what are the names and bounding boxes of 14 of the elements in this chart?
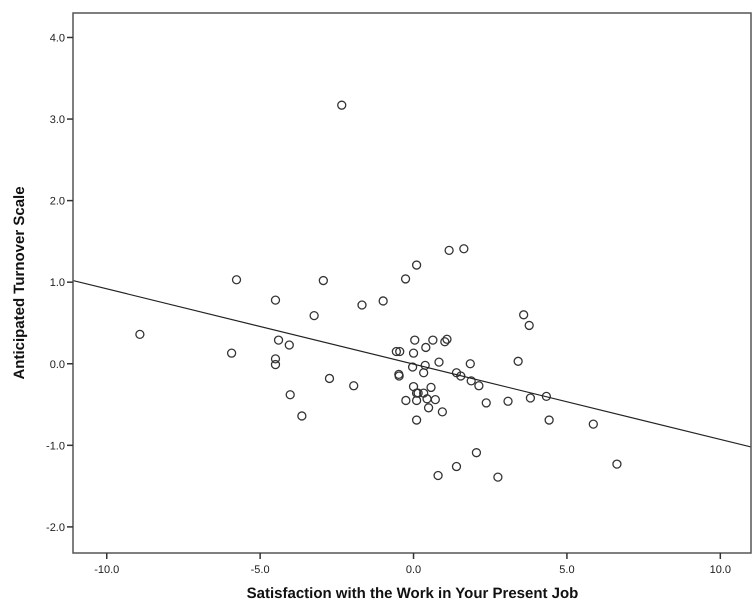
x-tick-label: 0.0	[406, 564, 422, 576]
y-axis-title: Anticipated Turnover Scale	[11, 186, 28, 380]
x-tick-label: 5.0	[559, 564, 575, 576]
y-tick-label: 4.0	[50, 32, 65, 44]
x-axis-title: Satisfaction with the Work in Your Present Job	[246, 585, 578, 602]
y-tick-label: 0.0	[50, 358, 65, 371]
x-tick-label: 10.0	[710, 564, 732, 576]
y-tick-label: 3.0	[50, 114, 65, 126]
x-tick-label: -10.0	[94, 564, 120, 576]
y-tick-label: 2.0	[50, 196, 65, 208]
y-tick-label: -1.0	[46, 440, 65, 452]
y-tick-label: 1.0	[50, 277, 65, 290]
x-tick-label: -5.0	[250, 564, 270, 576]
y-tick-label: -2.0	[46, 522, 65, 534]
